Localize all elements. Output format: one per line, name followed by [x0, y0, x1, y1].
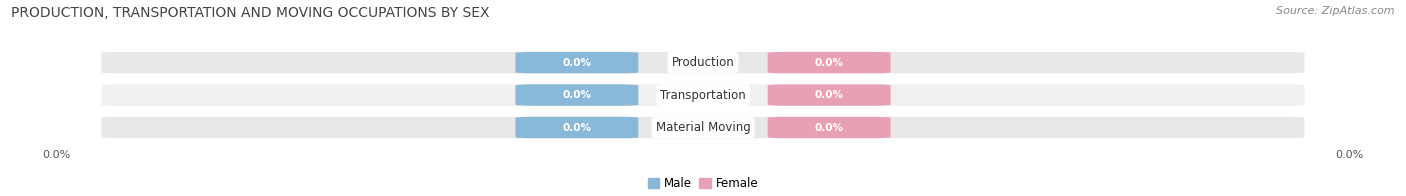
- Text: 0.0%: 0.0%: [814, 58, 844, 68]
- FancyBboxPatch shape: [768, 84, 890, 106]
- Legend: Male, Female: Male, Female: [643, 173, 763, 195]
- Text: PRODUCTION, TRANSPORTATION AND MOVING OCCUPATIONS BY SEX: PRODUCTION, TRANSPORTATION AND MOVING OC…: [11, 6, 489, 20]
- Text: 0.0%: 0.0%: [562, 122, 592, 132]
- FancyBboxPatch shape: [516, 52, 638, 73]
- Text: Production: Production: [672, 56, 734, 69]
- Text: 0.0%: 0.0%: [814, 122, 844, 132]
- Text: 0.0%: 0.0%: [814, 90, 844, 100]
- Text: Source: ZipAtlas.com: Source: ZipAtlas.com: [1277, 6, 1395, 16]
- FancyBboxPatch shape: [768, 52, 890, 73]
- FancyBboxPatch shape: [516, 84, 638, 106]
- FancyBboxPatch shape: [768, 117, 890, 138]
- FancyBboxPatch shape: [101, 84, 1305, 106]
- FancyBboxPatch shape: [101, 52, 1305, 73]
- Text: Transportation: Transportation: [661, 89, 745, 102]
- Text: 0.0%: 0.0%: [562, 90, 592, 100]
- Text: Material Moving: Material Moving: [655, 121, 751, 134]
- Text: 0.0%: 0.0%: [562, 58, 592, 68]
- FancyBboxPatch shape: [101, 117, 1305, 138]
- FancyBboxPatch shape: [516, 117, 638, 138]
